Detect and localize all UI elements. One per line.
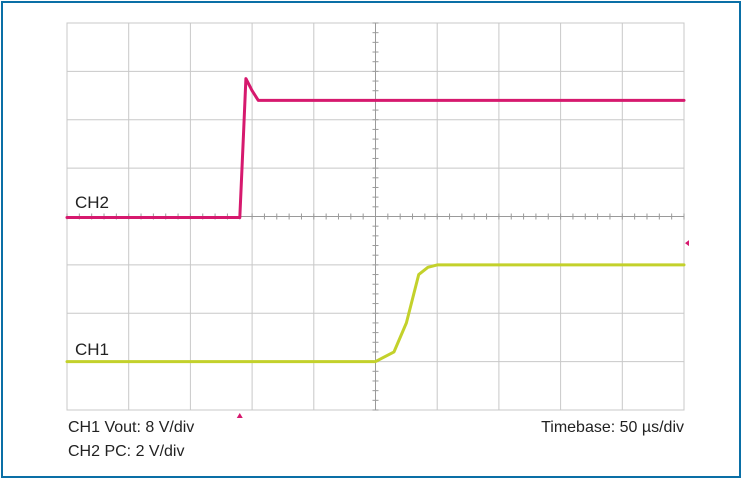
- markers: [236, 240, 689, 418]
- grid: [66, 22, 685, 411]
- trigger-marker: [236, 413, 243, 418]
- traces: [65, 77, 686, 364]
- trace-ch2: [65, 77, 686, 219]
- trigger-level-marker: [685, 240, 689, 247]
- figure-frame: [1, 1, 741, 478]
- ch1-scale-caption: CH1 Vout: 8 V/div: [68, 419, 195, 436]
- timebase-caption: Timebase: 50 µs/div: [541, 419, 684, 436]
- trace-label-ch2: CH2: [75, 193, 109, 212]
- trace-label-ch1: CH1: [75, 340, 109, 359]
- ch2-scale-caption: CH2 PC: 2 V/div: [68, 443, 185, 460]
- trace-ch1: [65, 263, 686, 364]
